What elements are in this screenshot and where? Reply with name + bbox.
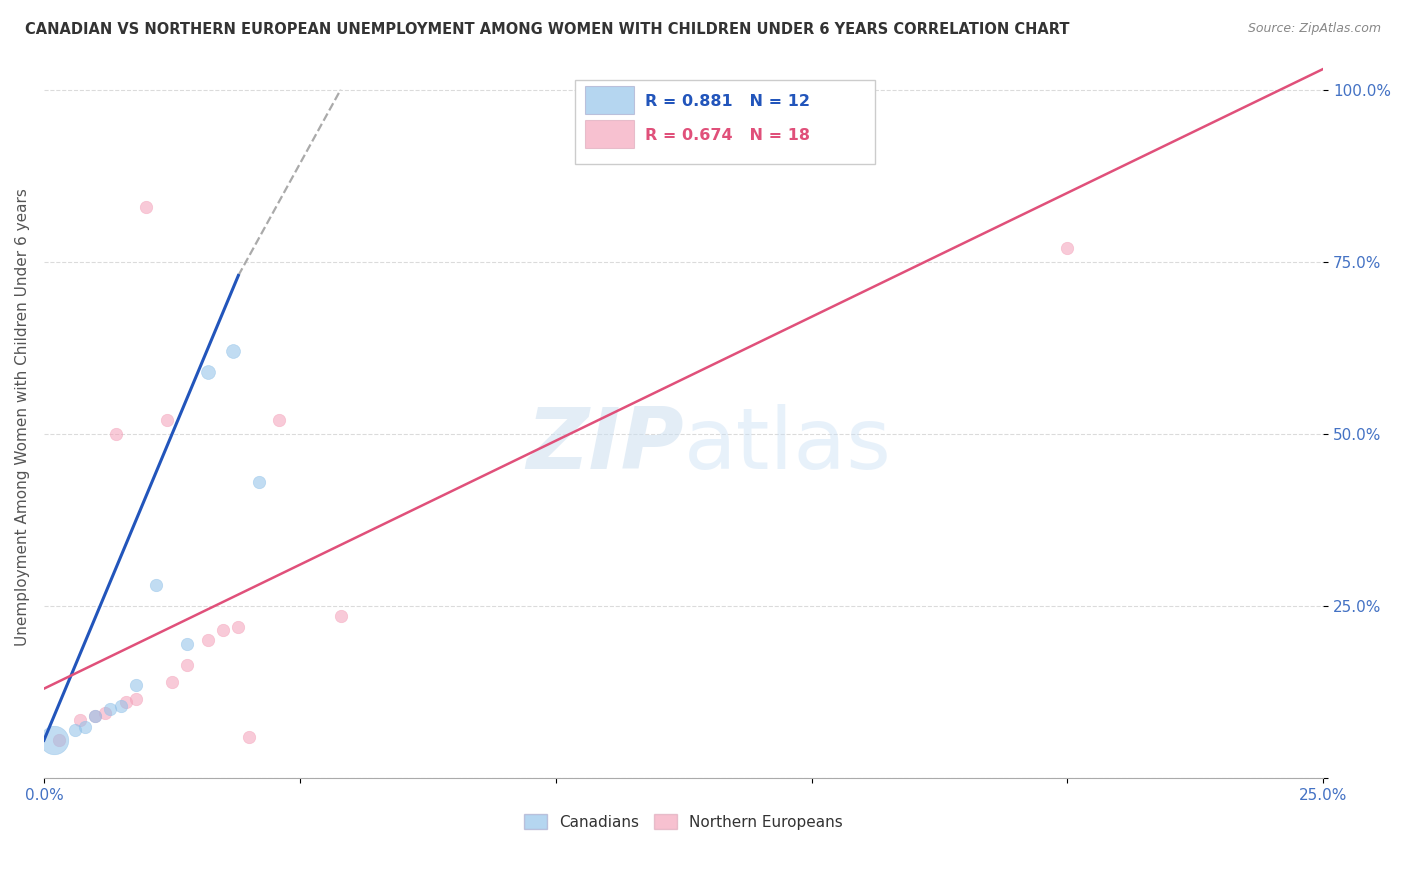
Point [100, 702, 122, 716]
Point [69, 713, 91, 727]
Point [212, 623, 235, 637]
Point [329, 609, 352, 624]
Point [84, 709, 107, 723]
Point [110, 698, 132, 713]
Point [84, 709, 107, 723]
FancyBboxPatch shape [585, 120, 634, 148]
Y-axis label: Unemployment Among Women with Children Under 6 years: Unemployment Among Women with Children U… [15, 187, 30, 646]
Text: CANADIAN VS NORTHERN EUROPEAN UNEMPLOYMENT AMONG WOMEN WITH CHILDREN UNDER 6 YEA: CANADIAN VS NORTHERN EUROPEAN UNEMPLOYME… [25, 22, 1070, 37]
Point [176, 637, 198, 651]
Point [73, 720, 96, 734]
Point [94, 706, 117, 720]
Point [228, 620, 250, 634]
Point [238, 730, 260, 744]
Point [222, 344, 245, 359]
FancyBboxPatch shape [575, 80, 876, 163]
Point [42, 733, 65, 747]
Point [63, 723, 86, 737]
Point [160, 674, 183, 689]
Point [269, 413, 291, 427]
Point [197, 633, 219, 648]
Text: ZIP: ZIP [526, 404, 683, 487]
Point [247, 475, 270, 489]
Point [125, 692, 148, 706]
Text: R = 0.674   N = 18: R = 0.674 N = 18 [645, 128, 810, 143]
Point [156, 413, 179, 427]
Point [176, 657, 198, 672]
Point [114, 696, 136, 710]
FancyBboxPatch shape [585, 87, 634, 113]
Text: Source: ZipAtlas.com: Source: ZipAtlas.com [1247, 22, 1381, 36]
Point [48, 733, 70, 747]
Point [1056, 241, 1078, 255]
Point [125, 678, 148, 692]
Point [104, 426, 127, 441]
Text: R = 0.881   N = 12: R = 0.881 N = 12 [645, 94, 810, 109]
Point [145, 578, 167, 592]
Point [135, 200, 157, 214]
Legend: Canadians, Northern Europeans: Canadians, Northern Europeans [517, 807, 849, 836]
Text: atlas: atlas [683, 404, 891, 487]
Point [197, 365, 219, 379]
